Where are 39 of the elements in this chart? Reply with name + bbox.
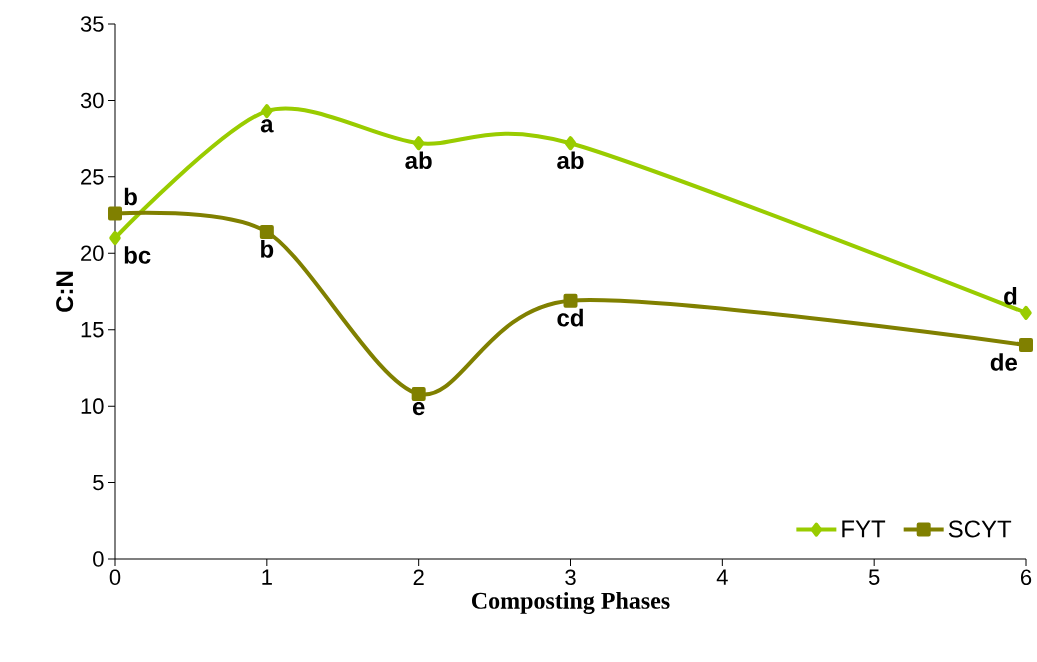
x-tick-label: 4 (716, 569, 728, 585)
y-tick-label: 35 (80, 16, 104, 32)
point (411, 386, 426, 401)
x-tick-label: 5 (868, 569, 880, 585)
y-tick-label: 0 (93, 551, 104, 567)
y-axis-title: C:N (56, 271, 74, 312)
point (109, 231, 121, 245)
annotation: ab (557, 151, 584, 170)
point (1019, 338, 1033, 352)
x-tick-label: 3 (565, 569, 576, 586)
point (261, 104, 273, 119)
annotation: b (124, 187, 137, 206)
x-tick-label: 0 (109, 569, 121, 586)
annotation: b (261, 240, 274, 258)
y-tick-label: 30 (80, 92, 104, 109)
point (108, 206, 122, 221)
annotation: d (1004, 287, 1017, 305)
x-tick-label: 6 (1021, 569, 1032, 586)
point (1020, 305, 1032, 320)
legend-label: FYT (842, 520, 886, 538)
y-tick-label: 20 (81, 245, 104, 262)
x-axis-title: Composting Phases (472, 591, 670, 614)
x-tick-label: 1 (262, 569, 272, 585)
annotation: cd (557, 308, 583, 327)
annotation: ab (405, 151, 432, 170)
annotation: e (412, 402, 425, 416)
annotation: de (990, 353, 1017, 371)
y-tick-label: 25 (81, 169, 104, 185)
annotation: a (260, 119, 274, 133)
x-tick-label: 2 (413, 569, 424, 585)
point (563, 293, 578, 308)
legend-label: SCYT (948, 520, 1012, 538)
point (564, 136, 577, 151)
point (259, 224, 274, 239)
y-tick-label: 10 (81, 398, 104, 414)
y-tick-label: 5 (93, 474, 104, 491)
y-tick-label: 15 (81, 322, 104, 338)
point (412, 136, 425, 151)
annotation: bc (124, 246, 151, 264)
